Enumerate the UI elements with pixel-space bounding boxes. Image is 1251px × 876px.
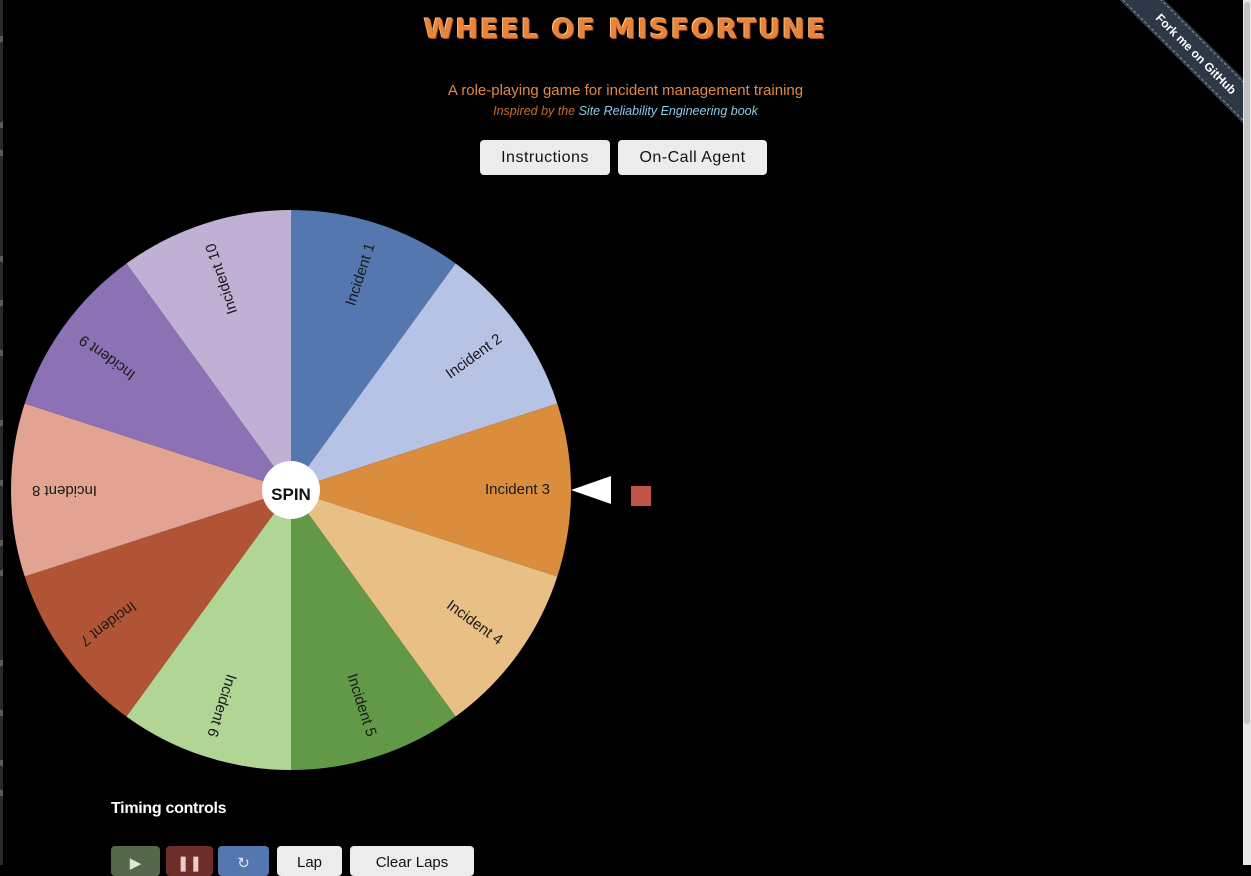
wheel-segment-6[interactable] <box>126 490 291 770</box>
inspired-line: Inspired by the Site Reliability Enginee… <box>0 104 1251 118</box>
inspired-prefix: Inspired by the <box>493 104 579 118</box>
sre-book-link[interactable]: Site Reliability Engineering book <box>578 104 758 118</box>
wheel-segment-9[interactable] <box>24 263 291 490</box>
scrollbar-thumb[interactable] <box>1244 2 1250 724</box>
pause-icon: ❚❚ <box>176 855 203 872</box>
wheel-segment-1[interactable] <box>291 210 456 490</box>
reset-button[interactable]: ↻ <box>218 846 269 876</box>
wheel-segment-4[interactable] <box>291 490 558 717</box>
page-scrollbar[interactable] <box>1243 0 1251 865</box>
oncall-agent-button[interactable]: On-Call Agent <box>618 140 767 175</box>
wheel-segment-label-3: Incident 3 <box>485 481 550 498</box>
lap-button[interactable]: Lap <box>277 846 342 876</box>
spin-button[interactable] <box>262 461 320 519</box>
pause-button[interactable]: ❚❚ <box>166 846 213 876</box>
clear-laps-button[interactable]: Clear Laps <box>350 846 474 876</box>
timing-controls-title: Timing controls <box>111 800 227 817</box>
wheel-segment-7[interactable] <box>24 490 291 717</box>
reset-icon: ↻ <box>237 855 250 872</box>
instructions-button[interactable]: Instructions <box>480 140 610 175</box>
wheel-pointer <box>571 476 611 504</box>
page-subtitle: A role-playing game for incident managem… <box>447 82 804 99</box>
wheel-segment-10[interactable] <box>126 210 291 490</box>
left-edge-strip <box>0 0 3 865</box>
wheel-segment-3[interactable] <box>291 403 572 577</box>
page-title: Wheel of Misfortune <box>423 14 828 45</box>
wheel-segment-2[interactable] <box>291 263 558 490</box>
status-marker <box>631 486 651 506</box>
wheel-segment-5[interactable] <box>291 490 456 770</box>
wheel-segment-label-8: Incident 8 <box>32 482 97 499</box>
play-button[interactable]: ▶ <box>111 846 160 876</box>
play-icon: ▶ <box>129 855 142 872</box>
wheel-segment-8[interactable] <box>10 403 291 577</box>
spin-label[interactable]: SPIN <box>271 485 311 504</box>
